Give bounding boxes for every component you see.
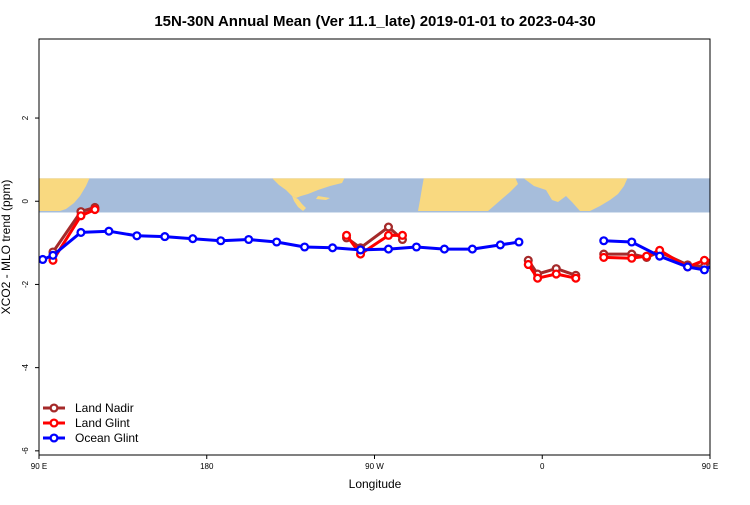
data-point-land-nadir [720, 249, 727, 256]
data-point-land-glint [720, 257, 727, 264]
y-tick-label: -6 [21, 447, 30, 455]
land-north-america [272, 178, 345, 198]
data-point-ocean-glint [39, 254, 48, 265]
data-point-land-glint [76, 211, 86, 221]
data-point-land-glint [599, 252, 609, 262]
series-line-land-glint [527, 263, 577, 280]
data-point-ocean-glint [467, 244, 477, 254]
data-point-land-glint [533, 273, 543, 283]
series-line-land-nadir [527, 259, 577, 277]
series-line-land-glint [51, 208, 96, 262]
land-masses [39, 178, 628, 211]
data-point-ocean-glint [383, 244, 394, 254]
x-tick-label: 180 [200, 462, 214, 471]
data-point-land-nadir [738, 208, 745, 215]
data-point-land-glint [627, 253, 637, 263]
legend-swatch-marker [49, 418, 59, 428]
data-point-ocean-glint [683, 262, 693, 272]
data-point-ocean-glint [48, 250, 58, 260]
data-point-land-glint [397, 230, 408, 240]
series-land-glint [48, 205, 745, 283]
series-land-nadir [48, 202, 745, 280]
data-point-ocean-glint [699, 265, 709, 275]
data-point-ocean-glint [599, 236, 609, 246]
data-point-ocean-glint [355, 245, 366, 255]
legend-item-land-nadir: Land Nadir [43, 401, 134, 415]
world-map-strip [39, 178, 710, 213]
legend-swatch-marker [49, 403, 59, 413]
data-point-ocean-glint [188, 234, 198, 244]
land-mexico-central [292, 196, 306, 211]
x-tick-label: 90 E [702, 462, 718, 471]
legend-label: Land Nadir [75, 401, 134, 415]
land-india-asia [523, 178, 628, 211]
y-axis-label: XCO2 - MLO trend (ppm) [0, 180, 13, 315]
data-point-ocean-glint [738, 249, 745, 256]
x-axis: 90 E 180 90 W 0 90 E [31, 455, 718, 471]
plot-frame [38, 38, 711, 456]
data-point-ocean-glint [439, 244, 449, 254]
series-ocean-glint [39, 226, 745, 275]
series-line-land-glint [345, 233, 403, 256]
data-point-land-glint [642, 251, 652, 261]
data-point-ocean-glint [627, 237, 637, 247]
data-point-land-glint [551, 269, 561, 279]
data-point-ocean-glint [328, 243, 338, 253]
x-axis-label: Longitude [349, 477, 402, 491]
y-tick-label: 0 [21, 198, 30, 203]
data-point-land-glint [341, 230, 352, 240]
data-point-ocean-glint [272, 237, 282, 247]
chart-title: 15N-30N Annual Mean (Ver 11.1_late) 2019… [154, 13, 595, 30]
land-japan [70, 180, 78, 188]
data-point-ocean-glint [244, 234, 254, 245]
land-cuba [316, 196, 330, 200]
y-tick-label: -2 [21, 280, 30, 288]
series-line-land-nadir [51, 206, 96, 253]
data-point-ocean-glint [655, 251, 665, 261]
legend-label: Land Glint [75, 416, 130, 430]
data-point-ocean-glint [160, 232, 170, 242]
data-point-land-glint [699, 255, 709, 265]
data-point-ocean-glint [104, 226, 114, 236]
data-point-ocean-glint [132, 231, 142, 241]
y-axis: 2 0 -2 -4 -6 [21, 115, 39, 454]
data-point-land-glint [383, 230, 394, 240]
data-point-land-nadir [383, 222, 394, 232]
legend-swatch-marker [49, 433, 59, 443]
data-point-land-glint [90, 205, 100, 215]
series-line-ocean-glint [42, 229, 520, 261]
legend-label: Ocean Glint [75, 431, 139, 445]
data-point-ocean-glint [300, 242, 310, 252]
data-point-ocean-glint [495, 240, 505, 250]
x-tick-label: 90 W [365, 462, 384, 471]
data-point-ocean-glint [216, 236, 226, 246]
data-point-ocean-glint [76, 227, 86, 237]
series-layer [39, 202, 745, 283]
legend-item-land-glint: Land Glint [43, 416, 130, 430]
y-tick-label: -4 [21, 364, 30, 372]
data-point-ocean-glint [411, 242, 421, 252]
x-tick-label: 0 [540, 462, 545, 471]
data-point-land-glint [738, 212, 745, 219]
data-point-ocean-glint [720, 256, 727, 263]
x-tick-label: 90 E [31, 462, 47, 471]
data-point-land-glint [571, 273, 581, 283]
data-point-land-glint [523, 259, 533, 270]
land-africa-arabia [418, 178, 518, 211]
land-asia-east [39, 178, 90, 211]
legend-item-ocean-glint: Ocean Glint [43, 431, 139, 445]
data-point-ocean-glint [514, 237, 524, 247]
series-line-ocean-glint [603, 239, 710, 272]
y-tick-label: 2 [21, 115, 30, 120]
